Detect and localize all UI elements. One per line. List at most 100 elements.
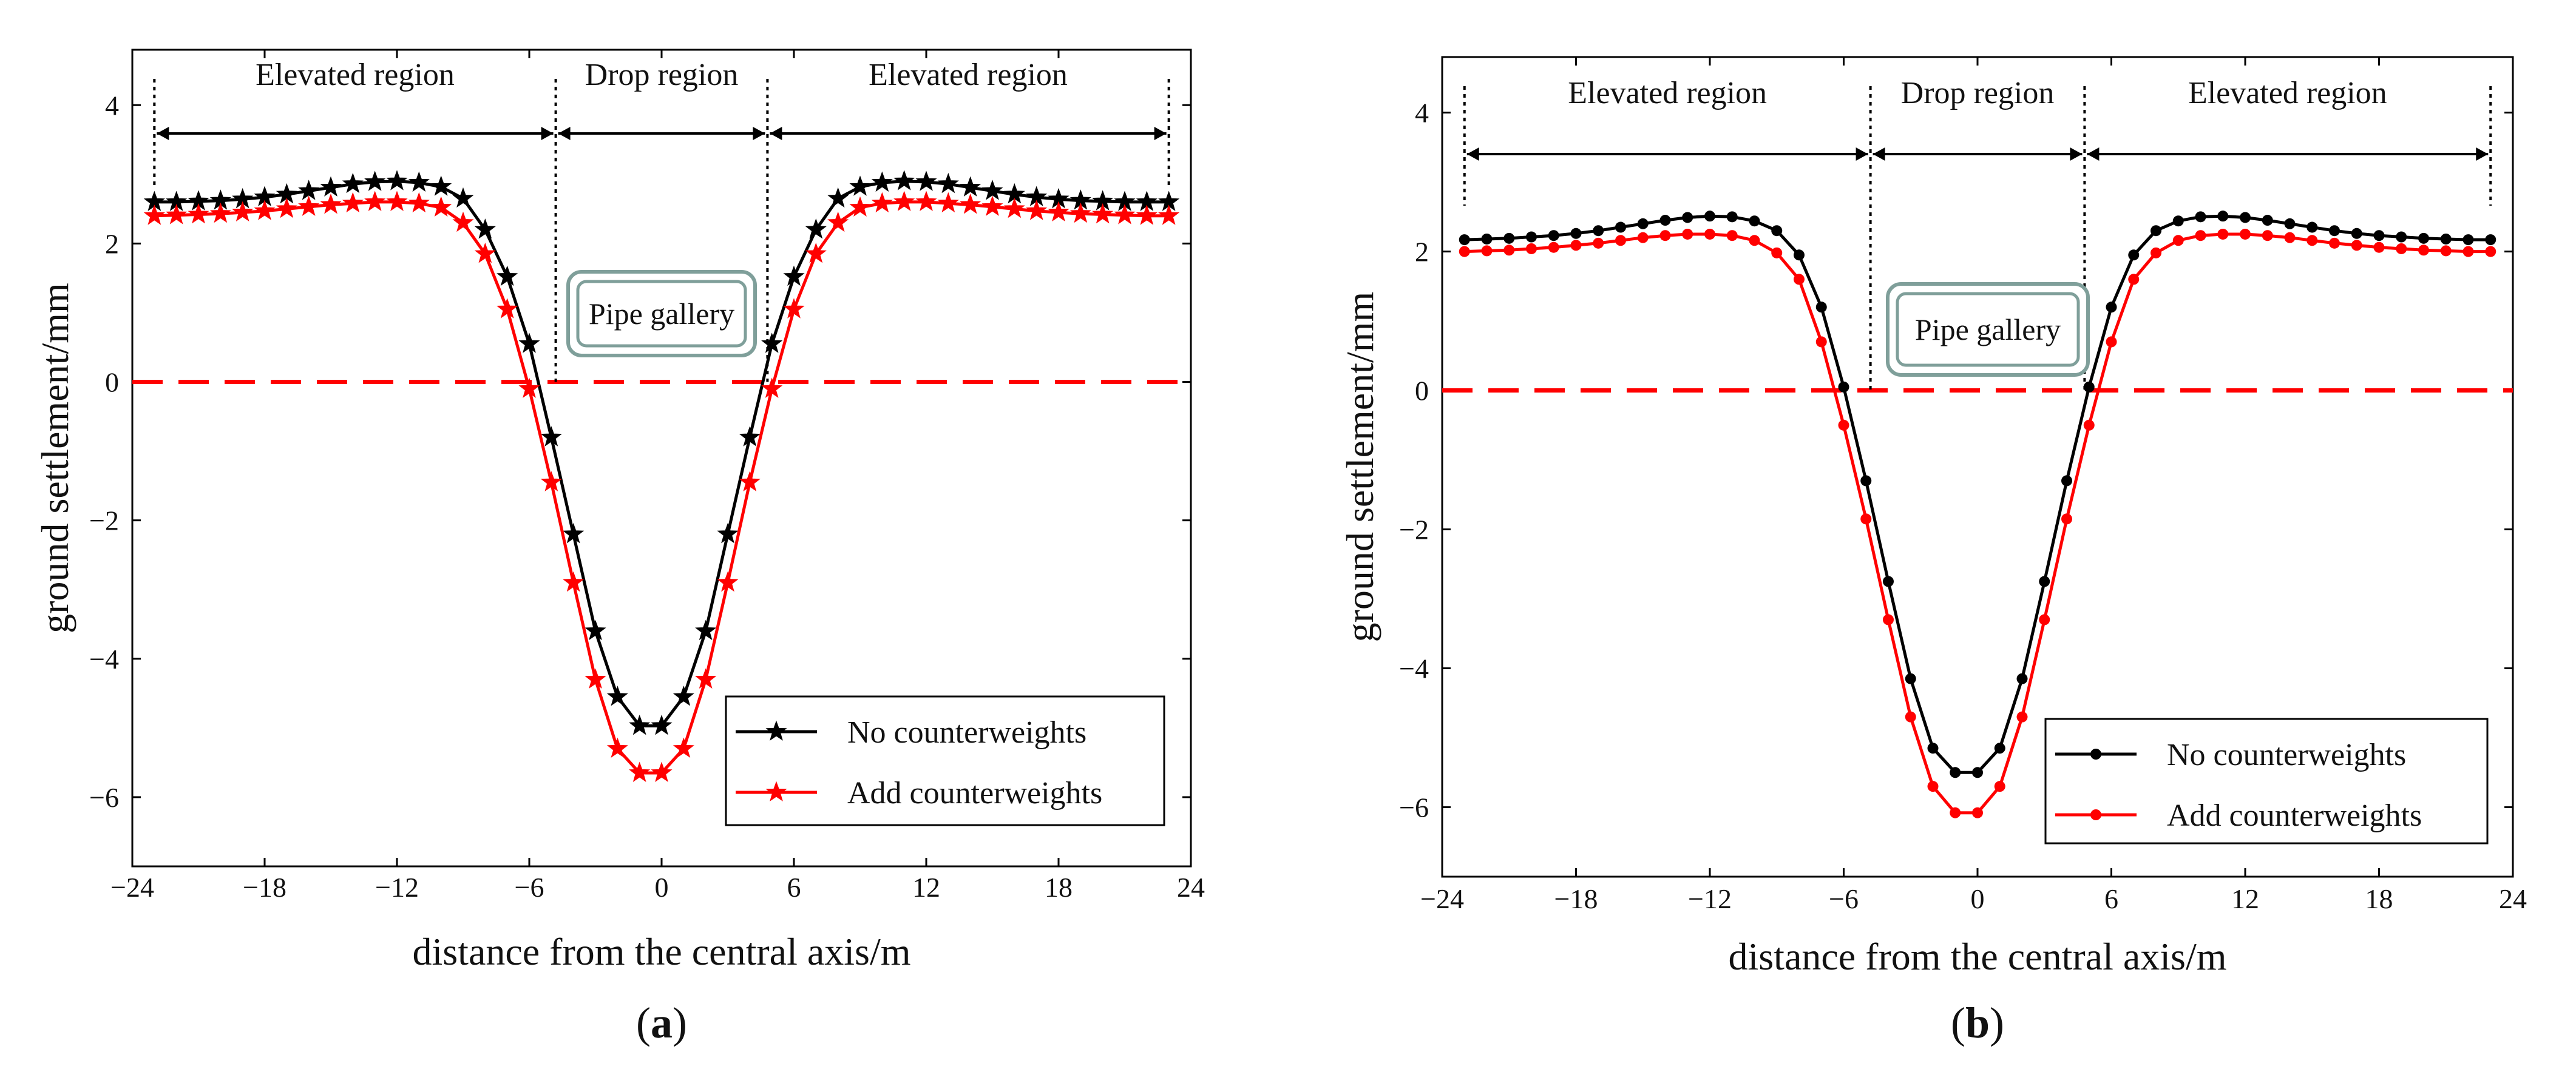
- y-tick-label: −2: [1399, 514, 1429, 545]
- data-point: [827, 187, 849, 208]
- data-point: [497, 265, 518, 286]
- pipe-gallery-label: Pipe gallery: [589, 297, 734, 331]
- y-tick-label: −4: [1399, 653, 1429, 684]
- data-point: [937, 192, 959, 213]
- data-point: [430, 175, 452, 196]
- region-arrow-left-head: [157, 127, 169, 140]
- data-point: [960, 176, 981, 197]
- legend-label: Add counterweights: [847, 776, 1102, 811]
- data-point: [585, 668, 606, 689]
- region-label: Elevated region: [256, 58, 455, 92]
- region-arrow-right-head: [2476, 147, 2489, 161]
- data-point: [915, 191, 937, 211]
- data-point: [518, 332, 540, 353]
- data-point: [1704, 211, 1715, 222]
- data-point: [497, 298, 518, 319]
- data-point: [1950, 807, 1961, 818]
- x-tick-label: −24: [1420, 883, 1464, 914]
- data-point: [2262, 215, 2273, 226]
- panel-label: (b): [1951, 999, 2004, 1047]
- data-point: [2128, 249, 2140, 261]
- data-point: [739, 471, 761, 491]
- data-point: [2418, 244, 2429, 256]
- x-tick-label: 0: [655, 872, 669, 903]
- region-arrow-right-head: [541, 127, 554, 140]
- data-point: [1459, 234, 1470, 246]
- y-axis-title: ground settlement/mm: [1338, 292, 1381, 642]
- panel-label-close: ): [673, 999, 687, 1047]
- panel-label-letter: a: [651, 999, 673, 1047]
- pipe-gallery-box-inner: [1896, 292, 2080, 367]
- data-point: [143, 204, 165, 225]
- y-tick-label: 2: [1415, 237, 1429, 268]
- y-tick-label: 0: [105, 367, 119, 398]
- data-point: [1459, 246, 1470, 257]
- y-axis-title: ground settlement/mm: [33, 283, 76, 633]
- data-point: [1905, 673, 1916, 684]
- data-point: [408, 171, 430, 192]
- data-point: [2240, 228, 2251, 240]
- x-tick-label: −18: [243, 872, 286, 903]
- data-point: [2329, 237, 2340, 249]
- x-tick-label: 6: [2104, 883, 2118, 914]
- data-point: [849, 175, 871, 196]
- data-point: [232, 201, 254, 221]
- x-tick-label: 12: [2231, 883, 2259, 914]
- data-point: [849, 196, 871, 217]
- data-point: [518, 377, 540, 398]
- data-point: [717, 571, 739, 592]
- data-point: [1726, 211, 1738, 223]
- data-point: [1749, 215, 1760, 227]
- data-point: [2262, 230, 2273, 241]
- data-point: [1927, 743, 1939, 754]
- y-tick-label: 4: [105, 90, 119, 121]
- data-point: [563, 523, 585, 544]
- x-tick-label: −24: [110, 872, 154, 903]
- data-point: [1682, 228, 1693, 240]
- data-point: [342, 172, 364, 194]
- data-point: [2284, 218, 2296, 229]
- region-label: Drop region: [585, 58, 739, 92]
- data-point: [585, 619, 606, 641]
- data-point: [1048, 201, 1069, 221]
- data-point: [871, 192, 893, 213]
- data-point: [166, 204, 188, 224]
- x-tick-label: 18: [2365, 883, 2393, 914]
- data-point: [2284, 232, 2296, 243]
- region-label: Elevated region: [2188, 76, 2387, 110]
- data-point: [2016, 711, 2028, 723]
- data-point: [1704, 228, 1715, 240]
- data-point: [386, 170, 408, 191]
- region-arrow-left-head: [770, 127, 782, 140]
- data-point: [1615, 235, 1626, 246]
- data-point: [364, 170, 386, 191]
- data-point: [1682, 212, 1693, 223]
- x-tick-label: 24: [1177, 872, 1205, 903]
- data-point: [2195, 230, 2206, 241]
- data-point: [2128, 274, 2140, 285]
- legend-box: [725, 695, 1165, 826]
- data-point: [783, 265, 805, 286]
- legend-marker: [765, 781, 787, 801]
- data-point: [1771, 247, 1783, 258]
- data-point: [254, 200, 276, 220]
- region-arrow-right-head: [1856, 147, 1868, 161]
- x-tick-label: −6: [515, 872, 544, 903]
- data-point: [1570, 228, 1582, 239]
- data-point: [1615, 221, 1626, 233]
- region-arrow-right-head: [753, 127, 765, 140]
- data-point: [1838, 419, 1849, 431]
- data-point: [1726, 230, 1738, 241]
- data-point: [1637, 218, 1649, 229]
- data-point: [2172, 215, 2184, 227]
- data-point: [1503, 244, 1515, 256]
- data-point: [1838, 381, 1849, 393]
- data-point: [320, 194, 342, 214]
- data-point: [1114, 204, 1136, 224]
- data-point: [2307, 235, 2318, 246]
- data-point: [717, 523, 739, 544]
- data-point: [2195, 211, 2206, 223]
- data-point: [1481, 245, 1493, 257]
